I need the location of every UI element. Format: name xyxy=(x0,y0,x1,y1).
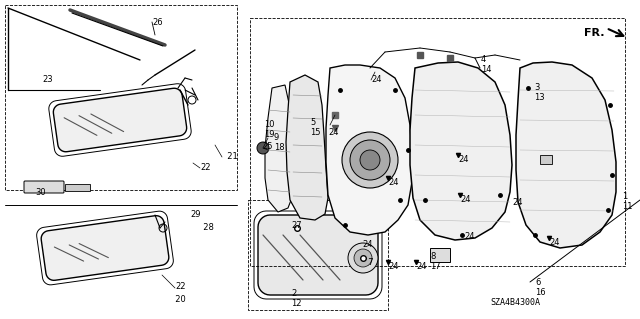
Text: 7: 7 xyxy=(363,258,374,267)
Text: 24: 24 xyxy=(328,128,339,137)
Bar xyxy=(250,18,625,266)
Text: 23: 23 xyxy=(42,75,52,84)
Polygon shape xyxy=(53,88,187,152)
Text: 24: 24 xyxy=(512,198,522,207)
Polygon shape xyxy=(516,62,616,248)
Polygon shape xyxy=(286,75,328,220)
Bar xyxy=(248,200,388,310)
Polygon shape xyxy=(410,62,512,240)
Text: 27: 27 xyxy=(291,221,301,230)
Text: 28: 28 xyxy=(198,223,214,232)
Text: 24: 24 xyxy=(388,262,399,271)
Bar xyxy=(5,5,237,190)
Text: 21: 21 xyxy=(222,152,237,161)
Polygon shape xyxy=(265,85,293,212)
Text: 24: 24 xyxy=(460,195,470,204)
Text: 4
14: 4 14 xyxy=(481,55,492,74)
Text: 26: 26 xyxy=(152,18,163,27)
Text: 2
12: 2 12 xyxy=(291,289,301,308)
Bar xyxy=(540,155,552,164)
Polygon shape xyxy=(41,216,169,280)
Polygon shape xyxy=(258,215,378,295)
Text: 10
19: 10 19 xyxy=(264,120,275,139)
FancyBboxPatch shape xyxy=(24,181,64,193)
Text: 24: 24 xyxy=(464,232,474,241)
Circle shape xyxy=(257,142,269,154)
Text: 24: 24 xyxy=(371,75,381,84)
Text: 24: 24 xyxy=(549,238,559,247)
Text: 24: 24 xyxy=(362,240,372,249)
Text: 30: 30 xyxy=(35,188,45,197)
Text: 8
17: 8 17 xyxy=(430,252,440,271)
Circle shape xyxy=(354,249,372,267)
Text: 25: 25 xyxy=(262,142,273,151)
Text: FR.: FR. xyxy=(584,28,605,38)
Circle shape xyxy=(350,140,390,180)
Text: 24: 24 xyxy=(388,178,399,187)
Text: 1
11: 1 11 xyxy=(622,192,632,211)
Text: 22: 22 xyxy=(175,282,186,291)
Polygon shape xyxy=(326,65,412,235)
Text: 6
16: 6 16 xyxy=(535,278,546,297)
Text: 20: 20 xyxy=(170,295,186,304)
Text: 24: 24 xyxy=(416,262,426,271)
Circle shape xyxy=(348,243,378,273)
Text: 29: 29 xyxy=(190,210,200,219)
Bar xyxy=(65,184,90,191)
Text: 9
18: 9 18 xyxy=(274,133,285,152)
Circle shape xyxy=(342,132,398,188)
Text: 5
15: 5 15 xyxy=(310,118,321,137)
Text: 3
13: 3 13 xyxy=(534,83,545,102)
FancyBboxPatch shape xyxy=(430,248,450,262)
Circle shape xyxy=(360,150,380,170)
Text: 22: 22 xyxy=(200,163,211,172)
Text: 24: 24 xyxy=(458,155,468,164)
Text: SZA4B4300A: SZA4B4300A xyxy=(490,298,540,307)
